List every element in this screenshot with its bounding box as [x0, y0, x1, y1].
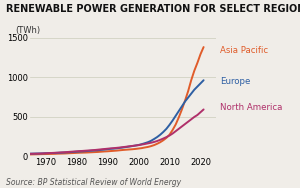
Text: Asia Pacific: Asia Pacific: [220, 46, 268, 55]
Text: Europe: Europe: [220, 77, 250, 86]
Text: RENEWABLE POWER GENERATION FOR SELECT REGIONS: RENEWABLE POWER GENERATION FOR SELECT RE…: [6, 4, 300, 14]
Text: (TWh): (TWh): [15, 26, 40, 35]
Text: North America: North America: [220, 103, 282, 112]
Text: Source: BP Statistical Review of World Energy: Source: BP Statistical Review of World E…: [6, 178, 181, 187]
